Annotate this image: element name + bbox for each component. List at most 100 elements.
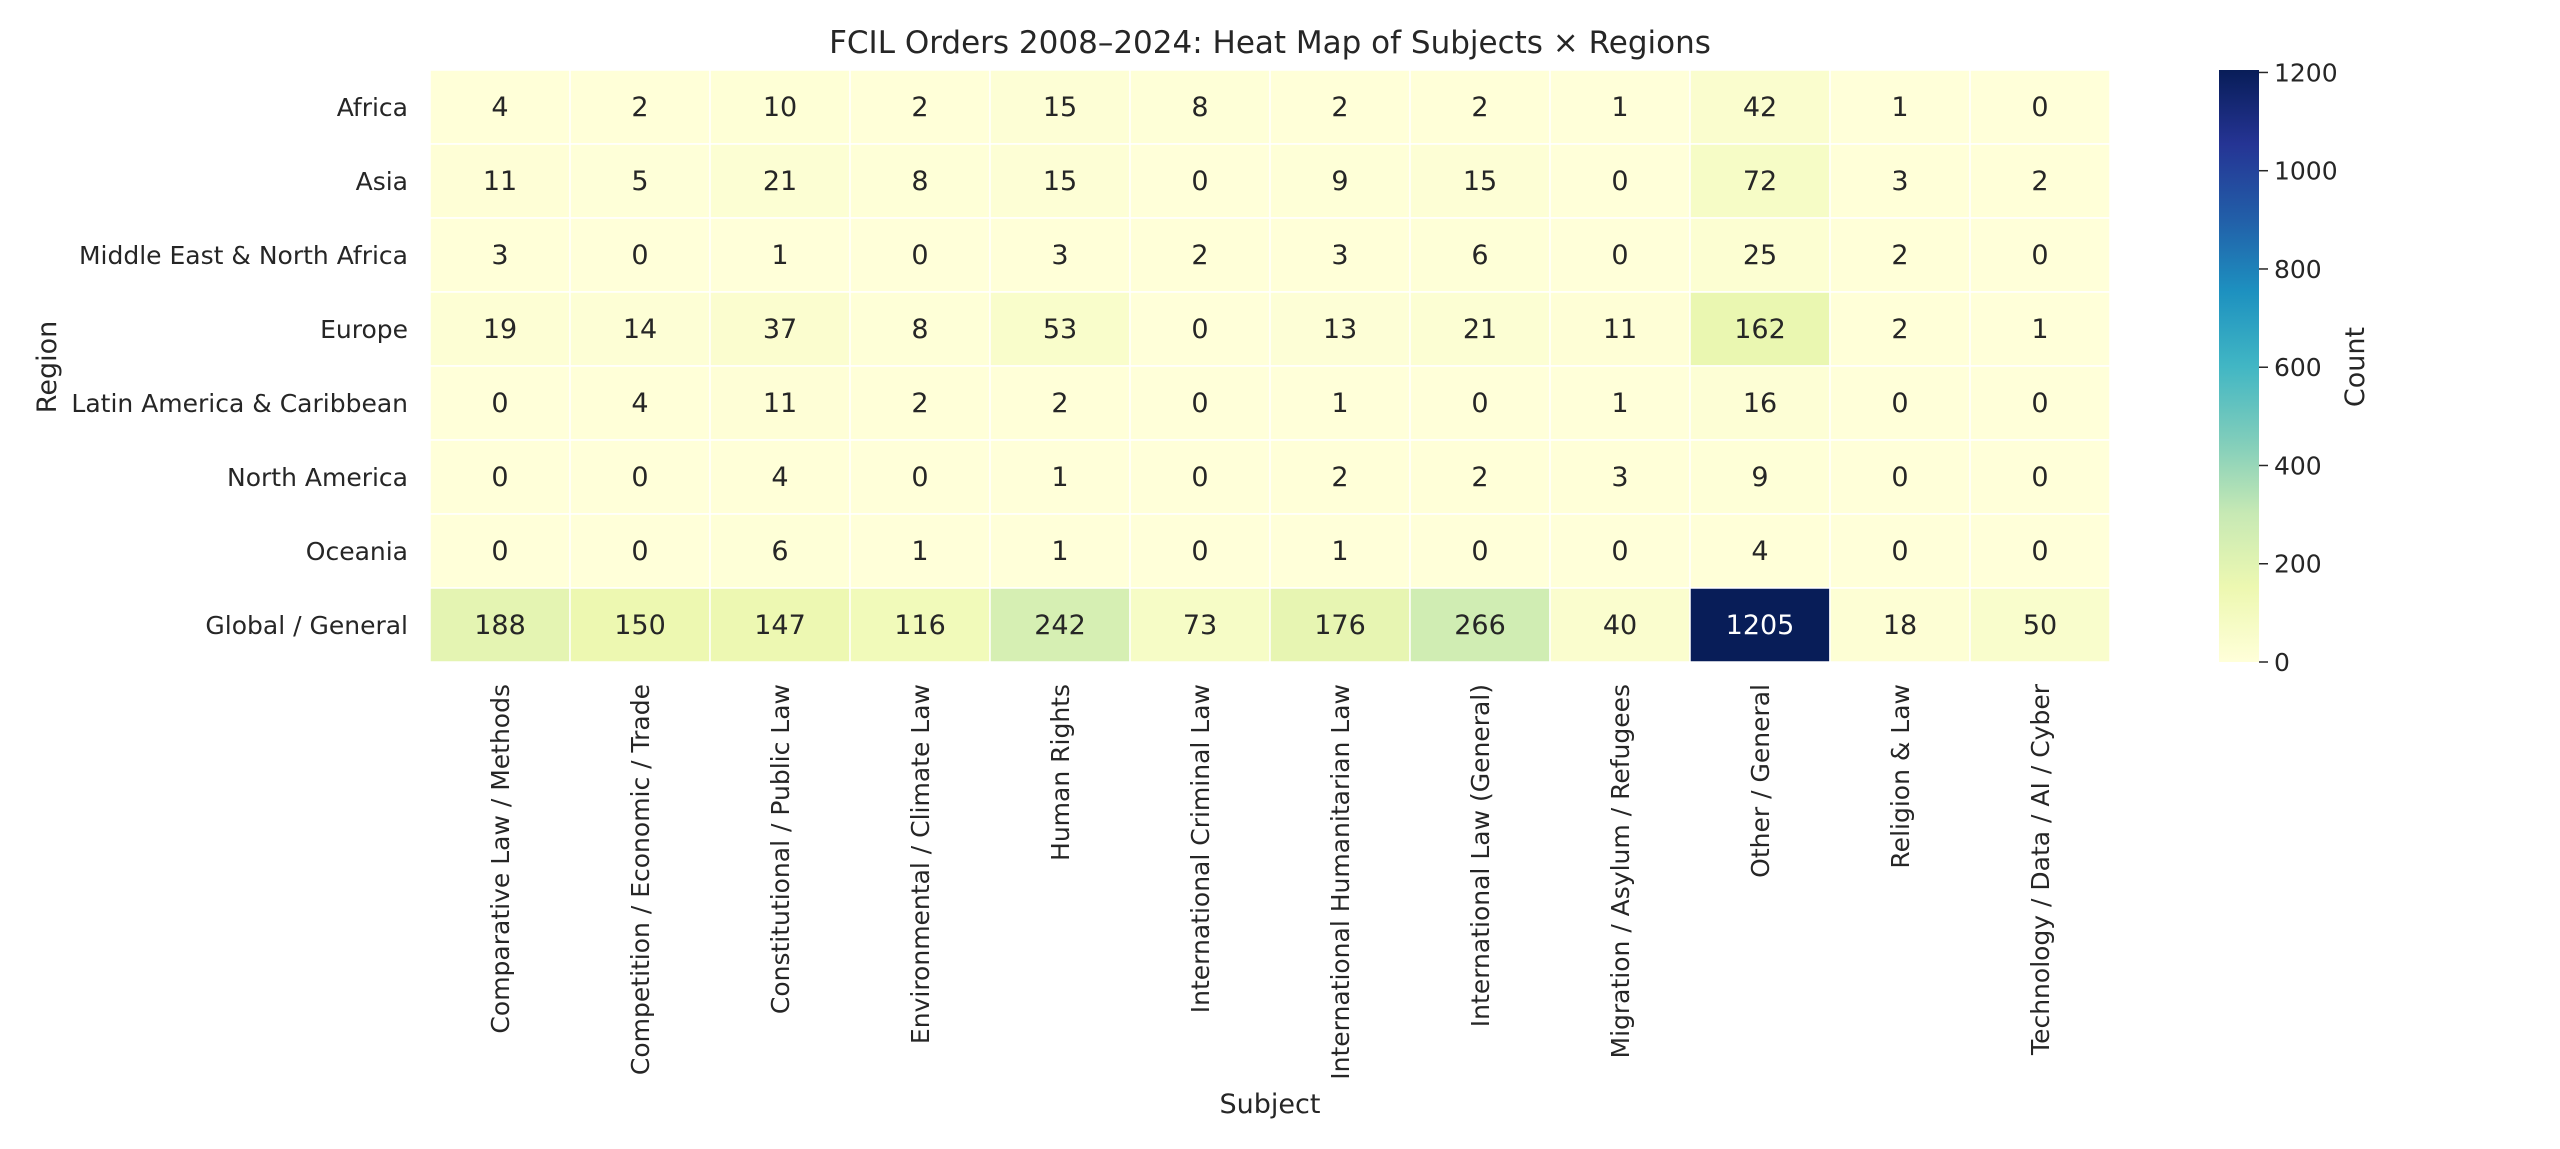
cell-value-label: 0 <box>2031 462 2048 493</box>
heatmap-cell <box>989 513 1131 589</box>
heatmap-cell <box>569 291 711 367</box>
heatmap-cell <box>1129 365 1271 441</box>
cell-value-label: 0 <box>911 240 928 271</box>
cell-value-label: 11 <box>1603 314 1637 345</box>
x-tick-label: Technology / Data / AI / Cyber <box>2026 683 2055 1056</box>
heatmap-cell <box>429 217 571 293</box>
cell-value-label: 2 <box>1891 314 1908 345</box>
heatmap-cell <box>1969 143 2111 219</box>
heatmap-cell <box>1689 587 1831 663</box>
heatmap-cell <box>1689 513 1831 589</box>
cell-value-label: 15 <box>1463 166 1497 197</box>
y-tick-label: Asia <box>356 167 408 196</box>
y-tick-label: Middle East & North Africa <box>79 241 408 270</box>
cell-value-label: 116 <box>894 610 946 641</box>
cell-value-label: 11 <box>763 388 797 419</box>
cell-value-label: 10 <box>763 92 797 123</box>
cell-value-label: 6 <box>1471 240 1488 271</box>
cell-value-label: 3 <box>1051 240 1068 271</box>
heatmap-cell <box>1409 365 1551 441</box>
cell-value-label: 0 <box>1891 536 1908 567</box>
colorbar-label: Count <box>2340 327 2371 407</box>
y-tick-label: Global / General <box>205 611 408 640</box>
y-axis-label: Region <box>32 321 63 413</box>
heatmap-cell <box>429 291 571 367</box>
colorbar-tick-label: 1200 <box>2274 58 2338 87</box>
cell-value-label: 40 <box>1603 610 1637 641</box>
colorbar-tick-label: 200 <box>2274 550 2322 579</box>
cell-value-label: 15 <box>1043 92 1077 123</box>
cell-value-label: 8 <box>911 314 928 345</box>
cell-value-label: 0 <box>1611 240 1628 271</box>
cell-value-label: 2 <box>911 388 928 419</box>
cell-value-label: 2 <box>631 92 648 123</box>
cell-value-label: 21 <box>1463 314 1497 345</box>
heatmap-cell <box>709 513 851 589</box>
cell-value-label: 0 <box>1891 462 1908 493</box>
cell-value-label: 150 <box>614 610 666 641</box>
heatmap-cell <box>429 69 571 145</box>
heatmap-cell <box>849 439 991 515</box>
cell-value-label: 1 <box>1611 388 1628 419</box>
heatmap-cell <box>1689 69 1831 145</box>
heatmap-cell <box>1829 143 1971 219</box>
cell-value-label: 25 <box>1743 240 1777 271</box>
cell-value-label: 0 <box>2031 536 2048 567</box>
cell-value-label: 0 <box>491 536 508 567</box>
cell-value-label: 15 <box>1043 166 1077 197</box>
heatmap-cell <box>1269 217 1411 293</box>
cell-value-label: 3 <box>491 240 508 271</box>
heatmap-cell <box>569 587 711 663</box>
heatmap-cell <box>989 365 1131 441</box>
cell-value-label: 1 <box>1051 536 1068 567</box>
heatmap-cell <box>1129 143 1271 219</box>
y-tick-label: Oceania <box>306 537 408 566</box>
cell-value-label: 4 <box>631 388 648 419</box>
heatmap-cell <box>989 217 1131 293</box>
heatmap-cell <box>989 143 1131 219</box>
cell-value-label: 3 <box>1331 240 1348 271</box>
cell-value-label: 0 <box>491 388 508 419</box>
cell-value-label: 13 <box>1323 314 1357 345</box>
heatmap-cell <box>1409 143 1551 219</box>
heatmap-cell <box>1409 439 1551 515</box>
heatmap-cell <box>709 69 851 145</box>
cell-value-label: 3 <box>1611 462 1628 493</box>
cell-value-label: 1205 <box>1726 610 1795 641</box>
colorbar-gradient <box>2219 70 2259 662</box>
heatmap-cell <box>1549 587 1691 663</box>
cell-value-label: 4 <box>1751 536 1768 567</box>
colorbar: 0 200 400 600 800 1000 1200 Count <box>2219 58 2371 677</box>
colorbar-tick-label: 600 <box>2274 353 2322 382</box>
y-tick-labels: Africa Asia Middle East & North Africa Euro… <box>71 93 408 640</box>
heatmap-cell <box>429 513 571 589</box>
heatmap-cell <box>1689 291 1831 367</box>
x-tick-label: International Criminal Law <box>1186 684 1215 1013</box>
cell-value-label: 0 <box>1191 166 1208 197</box>
cell-value-label: 0 <box>1191 314 1208 345</box>
heatmap-cell <box>849 143 991 219</box>
x-axis-label: Subject <box>1220 1089 1321 1120</box>
heatmap-grid: 4 2 10 2 15 8 2 2 1 42 1 011 5 21 8 15 0 9 15 0 72 3 23 0 1 0 3 2 3 6… <box>429 69 2111 663</box>
heatmap-cell <box>849 513 991 589</box>
heatmap-cell <box>1269 365 1411 441</box>
cell-value-label: 0 <box>1191 462 1208 493</box>
colorbar-tick-label: 800 <box>2274 255 2322 284</box>
cell-value-label: 19 <box>483 314 517 345</box>
cell-value-label: 1 <box>1331 388 1348 419</box>
cell-value-label: 2 <box>1471 462 1488 493</box>
cell-value-label: 0 <box>1891 388 1908 419</box>
heatmap-cell <box>429 365 571 441</box>
heatmap-cell <box>429 587 571 663</box>
x-tick-label: International Law (General) <box>1466 684 1495 1027</box>
x-tick-label: Religion & Law <box>1886 684 1915 869</box>
colorbar-tick-label: 0 <box>2274 648 2290 677</box>
heatmap-cell <box>1969 69 2111 145</box>
cell-value-label: 0 <box>631 462 648 493</box>
heatmap-cell <box>1129 291 1271 367</box>
cell-value-label: 2 <box>1331 462 1348 493</box>
heatmap-cell <box>1549 439 1691 515</box>
x-tick-label: International Humanitarian Law <box>1326 684 1355 1080</box>
cell-value-label: 1 <box>1331 536 1348 567</box>
